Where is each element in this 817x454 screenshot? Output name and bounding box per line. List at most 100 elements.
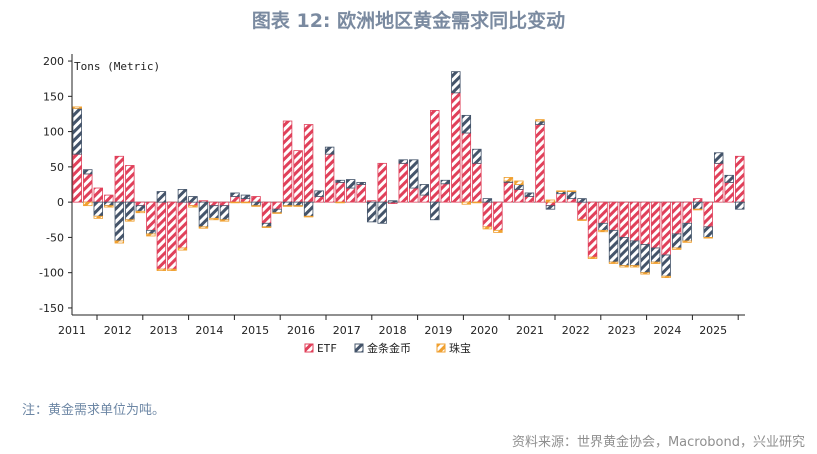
etf-bar xyxy=(240,198,251,203)
etf-bar xyxy=(251,196,261,203)
x-tick-label: 2024 xyxy=(653,324,681,337)
chart: 200 150 100 50 0 -50 -100 -150 Tons (Metric) 2011… xyxy=(39,54,745,355)
etf-bar xyxy=(598,201,608,224)
gold-bar-coin-bar xyxy=(650,247,661,263)
gold-bar-coin-bar xyxy=(282,201,293,207)
unit-label: Tons (Metric) xyxy=(74,60,160,73)
etf-bar xyxy=(482,201,493,228)
gold-bar-coin-bar xyxy=(608,229,619,263)
etf-bar xyxy=(188,201,198,207)
etf-bar xyxy=(282,120,293,203)
jewelry-bar xyxy=(566,190,577,192)
etf-bar xyxy=(692,198,703,203)
etf-bar xyxy=(650,201,661,249)
jewelry-bar xyxy=(598,229,608,233)
jewelry-bar xyxy=(198,226,209,229)
gold-bar-coin-bar xyxy=(156,191,167,203)
gold-bar-coin-bar xyxy=(335,179,345,183)
etf-bar xyxy=(230,196,240,203)
legend-swatch xyxy=(354,343,364,353)
x-tick-label: 2019 xyxy=(424,324,452,337)
etf-bar xyxy=(409,187,419,203)
gold-bar-coin-bar xyxy=(177,189,188,203)
gold-bar-coin-bar xyxy=(135,205,146,212)
etf-bar xyxy=(293,150,303,203)
gold-bar-coin-bar xyxy=(104,201,114,207)
etf-bar xyxy=(314,196,324,203)
gold-bar-coin-bar xyxy=(293,201,303,207)
etf-bar xyxy=(640,201,650,245)
etf-bar xyxy=(324,153,335,203)
gold-bar-coin-bar xyxy=(219,205,230,221)
jewelry-bar xyxy=(493,229,503,233)
jewelry-bar xyxy=(293,205,303,207)
gold-bar-coin-bar xyxy=(409,159,419,189)
jewelry-bar xyxy=(188,205,198,208)
gold-bar-coin-bar xyxy=(198,201,209,228)
gold-bar-coin-bar xyxy=(93,201,104,217)
etf-bar xyxy=(524,196,535,203)
gold-bar-coin-bar xyxy=(209,205,219,219)
legend-label: ETF xyxy=(317,342,337,355)
etf-bar xyxy=(556,193,566,203)
x-tick-label: 2022 xyxy=(562,324,590,337)
jewelry-bar xyxy=(482,226,493,230)
x-tick-label: 2014 xyxy=(195,324,223,337)
gold-bar-coin-bar xyxy=(692,201,703,210)
gold-bar-coin-bar xyxy=(735,201,745,210)
gold-bar-coin-bar xyxy=(482,198,493,203)
jewelry-bar xyxy=(587,256,598,259)
etf-bar xyxy=(398,162,408,203)
etf-bar xyxy=(566,198,577,203)
axes: 200 150 100 50 0 -50 -100 -150 Tons (Metric) 2011… xyxy=(39,54,745,337)
gold-bar-coin-bar xyxy=(713,152,724,164)
gold-bar-coin-bar xyxy=(240,194,251,200)
gold-bar-coin-bar xyxy=(230,192,240,197)
etf-bar xyxy=(209,201,219,207)
gold-bar-coin-bar xyxy=(272,208,282,214)
etf-bar xyxy=(83,173,93,203)
x-tick-label: 2011 xyxy=(58,324,86,337)
gold-bar-coin-bar xyxy=(146,229,156,235)
gold-bar-coin-bar xyxy=(125,201,135,221)
x-tick-label: 2017 xyxy=(333,324,361,337)
jewelry-bar xyxy=(556,190,566,192)
etf-bar xyxy=(577,201,587,221)
etf-bar xyxy=(430,110,440,203)
jewelry-bar xyxy=(303,215,314,218)
gold-bar-coin-bar xyxy=(629,240,640,267)
etf-bar xyxy=(335,181,345,203)
jewelry-bar xyxy=(209,217,219,221)
jewelry-bar xyxy=(93,215,104,219)
etf-bar xyxy=(682,201,692,224)
etf-bar xyxy=(587,201,598,258)
jewelry-bar xyxy=(156,268,167,271)
etf-bar xyxy=(377,162,387,203)
jewelry-bar xyxy=(125,219,135,222)
etf-bar xyxy=(303,124,314,203)
y-tick-label: -150 xyxy=(39,302,64,315)
gold-bar-coin-bar xyxy=(545,205,556,210)
gold-bar-coin-bar xyxy=(577,198,587,203)
etf-bar xyxy=(703,201,713,228)
x-tick-label: 2012 xyxy=(104,324,132,337)
y-tick-label: 100 xyxy=(43,126,64,139)
gold-bar-coin-bar xyxy=(598,222,608,231)
gold-bar-coin-bar xyxy=(461,114,472,134)
gold-bar-coin-bar xyxy=(388,200,398,203)
jewelry-bar xyxy=(282,205,293,207)
jewelry-bar xyxy=(629,265,640,268)
jewelry-bar xyxy=(230,201,240,204)
x-tick-label: 2020 xyxy=(470,324,498,337)
gold-bar-coin-bar xyxy=(640,244,650,274)
etf-bar xyxy=(619,201,629,238)
jewelry-bar xyxy=(219,219,230,222)
x-tick-label: 2023 xyxy=(608,324,636,337)
jewelry-bar xyxy=(503,177,514,182)
jewelry-bar xyxy=(251,205,261,207)
legend-swatch xyxy=(436,343,446,353)
gold-bar-coin-bar xyxy=(261,222,272,228)
etf-bar xyxy=(545,201,556,207)
gold-bar-coin-bar xyxy=(703,226,713,238)
jewelry-bar xyxy=(682,240,692,243)
